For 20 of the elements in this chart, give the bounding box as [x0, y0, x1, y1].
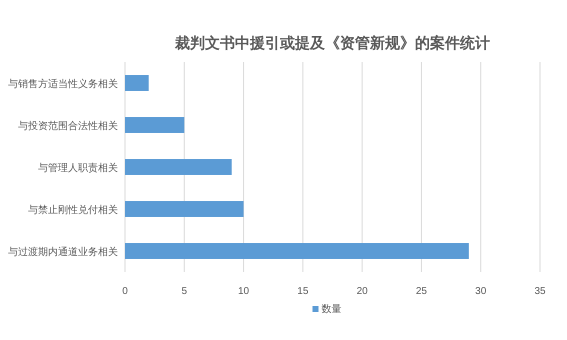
x-tick-label: 5 [182, 286, 188, 297]
x-tick-label: 35 [534, 286, 546, 297]
y-tick-label: 与过渡期内通道业务相关 [8, 246, 118, 258]
x-tick-label: 25 [416, 286, 428, 297]
chart-title: 裁判文书中援引或提及《资管新规》的案件统计 [174, 34, 490, 52]
x-tick-label: 15 [297, 286, 309, 297]
x-tick-label: 30 [475, 286, 487, 297]
bar [125, 75, 149, 91]
y-tick-label: 与管理人职责相关 [38, 162, 118, 174]
x-tick-label: 0 [122, 286, 128, 297]
legend-label: 数量 [322, 304, 342, 315]
y-tick-label: 与投资范围合法性相关 [18, 120, 118, 132]
y-tick-label: 与禁止刚性兑付相关 [28, 204, 118, 216]
bar [125, 117, 184, 133]
bar [125, 201, 244, 217]
x-tick-label: 20 [356, 286, 368, 297]
bar [125, 243, 469, 259]
bar [125, 159, 232, 175]
y-tick-label: 与销售方适当性义务相关 [8, 78, 118, 90]
x-tick-label: 10 [238, 286, 250, 297]
